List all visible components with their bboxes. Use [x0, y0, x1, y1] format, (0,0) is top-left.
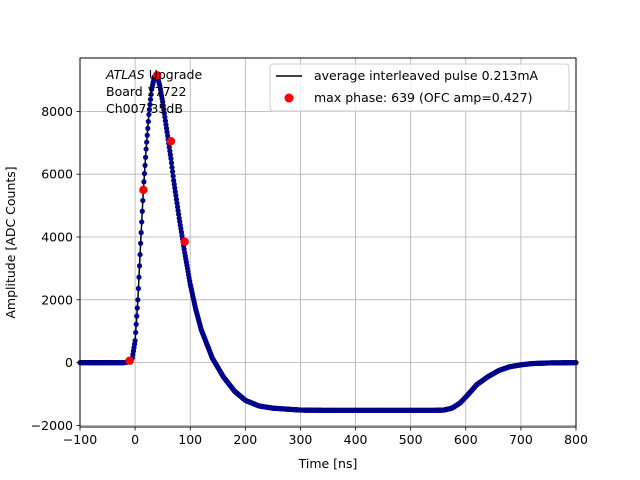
annotation-line-1: ATLAS Upgrade	[105, 67, 202, 82]
pulse-sample-point	[135, 285, 142, 292]
max-phase-point	[125, 356, 134, 365]
y-tick-label: 4000	[41, 230, 73, 245]
pulse-sample-point	[147, 101, 153, 108]
pulse-sample-point	[168, 160, 175, 166]
x-tick-label: 100	[178, 432, 202, 447]
legend-dot-swatch	[284, 93, 294, 103]
x-tick-label: 400	[344, 432, 368, 447]
pulse-sample-point	[142, 154, 149, 160]
y-axis-title: Amplitude [ADC Counts]	[3, 166, 18, 318]
pulse-sample-point	[145, 125, 151, 131]
series-line-group	[80, 74, 577, 412]
pulse-sample-point	[142, 162, 148, 168]
x-tick-label: 200	[233, 432, 257, 447]
annotation: ATLAS Upgrade Board 17722 Ch007 35dB	[105, 67, 202, 116]
pulse-sample-point	[141, 170, 148, 177]
pulse-sample-point	[137, 251, 143, 258]
pulse-sample-point	[144, 132, 150, 138]
annotation-line-3: Ch007 35dB	[106, 101, 183, 116]
pulse-sample-point	[169, 164, 175, 170]
pulse-sample-point	[138, 230, 144, 236]
pulse-sample-point	[146, 106, 153, 113]
pulse-sample-point	[145, 118, 151, 125]
plot-frame	[79, 57, 577, 428]
pulse-sample-point	[141, 179, 147, 185]
x-tick-label: 0	[131, 432, 139, 447]
x-axis-title: Time [ns]	[298, 456, 358, 471]
pulse-sample-point	[136, 274, 142, 280]
pulse-sample-point	[133, 329, 139, 336]
pulse-sample-point	[134, 305, 140, 311]
x-tick-label: 800	[564, 432, 588, 447]
y-axis: −2000 0 2000 4000 6000 8000	[31, 104, 80, 433]
max-phase-point	[139, 185, 148, 195]
y-tick-label: −2000	[31, 418, 73, 433]
grid	[79, 58, 577, 427]
x-tick-label: 600	[454, 432, 478, 447]
pulse-sample-point	[143, 146, 149, 152]
pulse-sample-point	[146, 111, 152, 118]
x-tick-label: 300	[289, 432, 313, 447]
series-points-group	[77, 72, 579, 413]
x-tick-label: −100	[63, 432, 97, 447]
max-phase-point	[152, 71, 162, 80]
max-phase-point	[166, 137, 176, 146]
pulse-sample-point	[139, 219, 145, 225]
plot-area	[77, 71, 579, 413]
pulse-sample-point	[169, 169, 176, 175]
pulse-sample-point	[139, 208, 145, 214]
max-phase-point	[180, 237, 189, 246]
pulse-line	[80, 74, 577, 412]
x-axis: −100 0 100 200 300 400 500 600 700 800	[63, 427, 588, 447]
pulse-sample-point	[140, 197, 146, 204]
pulse-sample-point	[133, 321, 139, 327]
x-tick-label: 700	[509, 432, 533, 447]
pulse-sample-point	[132, 338, 138, 344]
annotation-atlas: ATLAS	[105, 67, 145, 82]
pulse-sample-point	[144, 139, 150, 145]
pulse-sample-point	[136, 263, 143, 269]
legend-entry-pulse: average interleaved pulse 0.213mA	[314, 68, 539, 83]
legend: average interleaved pulse 0.213mA max ph…	[269, 63, 570, 112]
pulse-sample-point	[147, 96, 154, 103]
legend-box	[269, 63, 570, 112]
pulse-sample-point	[168, 155, 174, 162]
y-tick-label: 8000	[41, 104, 73, 119]
pulse-sample-point	[148, 91, 154, 98]
pulse-sample-point	[170, 173, 176, 179]
y-tick-label: 6000	[41, 167, 73, 182]
phase-points-group	[125, 71, 189, 365]
pulse-sample-point	[138, 240, 144, 246]
y-tick-label: 0	[65, 355, 73, 370]
legend-entry-max-phase: max phase: 639 (OFC amp=0.427)	[314, 90, 532, 105]
annotation-line-2: Board 17722	[106, 84, 186, 99]
pulse-sample-point	[134, 313, 140, 319]
x-tick-label: 500	[399, 432, 423, 447]
pulse-sample-point	[135, 297, 141, 303]
y-tick-label: 2000	[41, 292, 73, 307]
annotation-upgrade: Upgrade	[145, 67, 203, 82]
